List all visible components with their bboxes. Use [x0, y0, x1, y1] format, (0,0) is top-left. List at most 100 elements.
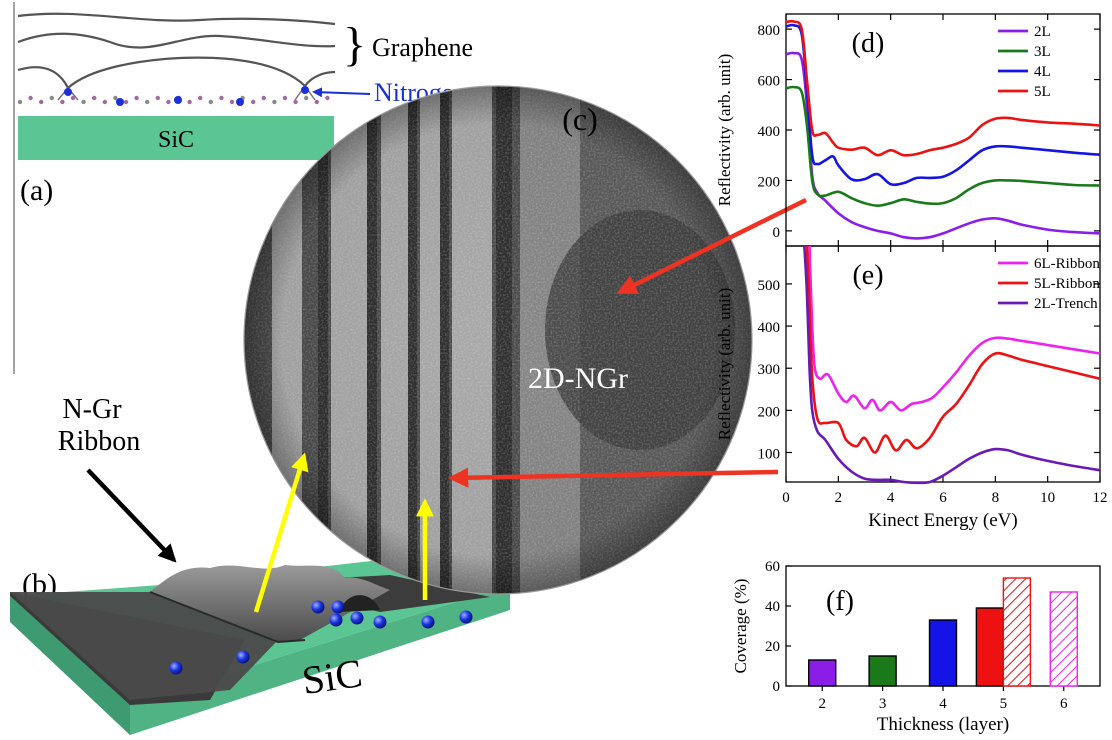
legend-label-5L: 5L	[1034, 84, 1051, 100]
legend-label-3L: 3L	[1034, 44, 1051, 60]
nitrogen-atom	[301, 86, 309, 94]
bar-4L	[928, 619, 958, 687]
x-axis-label-e: Kinect Energy (eV)	[868, 510, 1017, 531]
ribbon-pointer-arrow	[86, 468, 177, 563]
yellow-arrow-ribbon	[253, 452, 309, 613]
y-tick-label: 600	[758, 74, 781, 90]
y-tick-label: 0	[773, 225, 781, 241]
panel-b: (b) N-Gr Ribbon SiC	[10, 394, 510, 735]
nitrogen-ball	[236, 650, 250, 664]
graphene-sheet-left-top	[10, 592, 278, 700]
nitrogen-dots	[169, 600, 473, 675]
y-tick-label: 40	[765, 599, 780, 615]
region-label: 2D-NGr	[528, 362, 628, 395]
bar-5L-Ribbon	[1002, 577, 1032, 687]
ribbon-edge	[149, 591, 306, 644]
y-tick-label: 400	[758, 124, 781, 140]
series-line-5L-Ribbon	[805, 245, 1101, 454]
buffer-atom	[261, 95, 266, 101]
nitrogen-ball	[311, 600, 325, 614]
x-axis-label-f: Thickness (layer)	[877, 714, 1009, 735]
nitrogen-ball	[421, 615, 435, 629]
series-line-5L	[785, 19, 1101, 157]
buffer-atom	[49, 95, 54, 101]
panel-a-label: (a)	[20, 174, 53, 207]
series-line-6L-Ribbon	[808, 245, 1101, 412]
y-tick-label: 500	[758, 278, 781, 294]
x-tick-label: 6	[1060, 696, 1068, 712]
series-line-3L	[785, 85, 1101, 207]
leem-image	[244, 86, 752, 594]
buffer-atom	[155, 95, 160, 101]
graphene-brace: }	[343, 18, 366, 71]
x-tick-label: 0	[782, 490, 790, 506]
legend-label-2L-Trench: 2L-Trench	[1034, 296, 1098, 312]
graphene-label: Graphene	[372, 33, 473, 62]
x-tick-label: 10	[1040, 490, 1055, 506]
series-line-2L	[785, 51, 1101, 240]
series-line-4L	[785, 23, 1101, 187]
buffer-atom	[219, 95, 224, 101]
y-axis-label-d: Reflectivity (arb. unit)	[715, 54, 734, 206]
buffer-atom	[187, 99, 192, 105]
buffer-atom	[166, 99, 171, 105]
leem-vignette	[244, 86, 752, 594]
buffer-atom	[314, 99, 319, 105]
sic-substrate	[18, 116, 334, 160]
x-tick-label: 5	[1000, 696, 1008, 712]
graphene-layer-1	[17, 12, 336, 26]
leem-outline	[243, 85, 753, 595]
panel-a: SiC } Graphene Nitrogen (a)	[13, 2, 473, 374]
chart-title-e: (e)	[852, 260, 883, 291]
red-arrow-trench	[447, 467, 779, 488]
buffer-atom	[92, 95, 97, 101]
trench-hump	[340, 595, 380, 612]
x-tick-label: 2	[818, 696, 826, 712]
buffer-atom	[145, 99, 150, 105]
y-tick-label: 400	[758, 320, 781, 336]
nitrogen-ball	[350, 611, 364, 625]
legend-label-6L-Ribbon: 6L-Ribbon	[1034, 256, 1100, 272]
buffer-atom	[251, 99, 256, 105]
buffer-atom	[134, 95, 139, 101]
graphene-layer-3	[17, 56, 336, 90]
bar-2L	[808, 659, 837, 687]
x-tick-label: 6	[939, 490, 947, 506]
ribbon-surface	[150, 565, 390, 642]
graphene-layer-2	[17, 32, 336, 49]
sic-slab-label: SiC	[299, 650, 365, 703]
y-axis-label-f: Coverage (%)	[731, 579, 750, 674]
ribbon-label-line1: N-Gr	[62, 394, 122, 425]
buffer-atom	[198, 95, 203, 101]
nitrogen-ball	[331, 600, 345, 614]
buffer-atom	[123, 99, 129, 105]
x-tick-label: 8	[992, 490, 1000, 506]
buffer-atom	[70, 95, 76, 101]
buffer-atom	[113, 95, 118, 101]
y-axis-label-e: Reflectivity (arb. unit)	[715, 288, 734, 440]
nitrogen-ball	[329, 613, 343, 627]
red-arrow-5L	[616, 197, 807, 295]
sic-slab-front	[130, 585, 510, 735]
buffer-atom	[304, 95, 309, 101]
legend-label-2L: 2L	[1034, 24, 1051, 40]
buffer-atom	[325, 95, 330, 101]
buffer-atom-row	[17, 86, 330, 106]
plot-frame-d	[785, 13, 1101, 247]
x-tick-label: 12	[1093, 490, 1108, 506]
nitrogen-atom	[116, 98, 124, 106]
sic-slab-side-left	[10, 596, 130, 735]
panel-c-label: (c)	[562, 101, 598, 137]
chart-e: 100 200 300 400 500 0 2 4 6 8 10 12 6L-Ribbon 5L-Ribb…	[715, 245, 1108, 531]
buffer-atom	[282, 95, 288, 101]
chart-d: 0 200 400 600 800 2L 3L 4L 5L (d) Reflectivity (ar…	[715, 13, 1101, 247]
y-tick-label: 20	[765, 639, 780, 655]
nitrogen-atom	[174, 96, 182, 104]
chart-title-f: (f)	[826, 586, 854, 617]
buffer-atom	[293, 99, 298, 105]
nitrogen-ball	[459, 610, 473, 624]
bar-5L	[975, 607, 1005, 687]
sic-label: SiC	[158, 127, 194, 153]
nitrogen-atom	[64, 88, 72, 96]
